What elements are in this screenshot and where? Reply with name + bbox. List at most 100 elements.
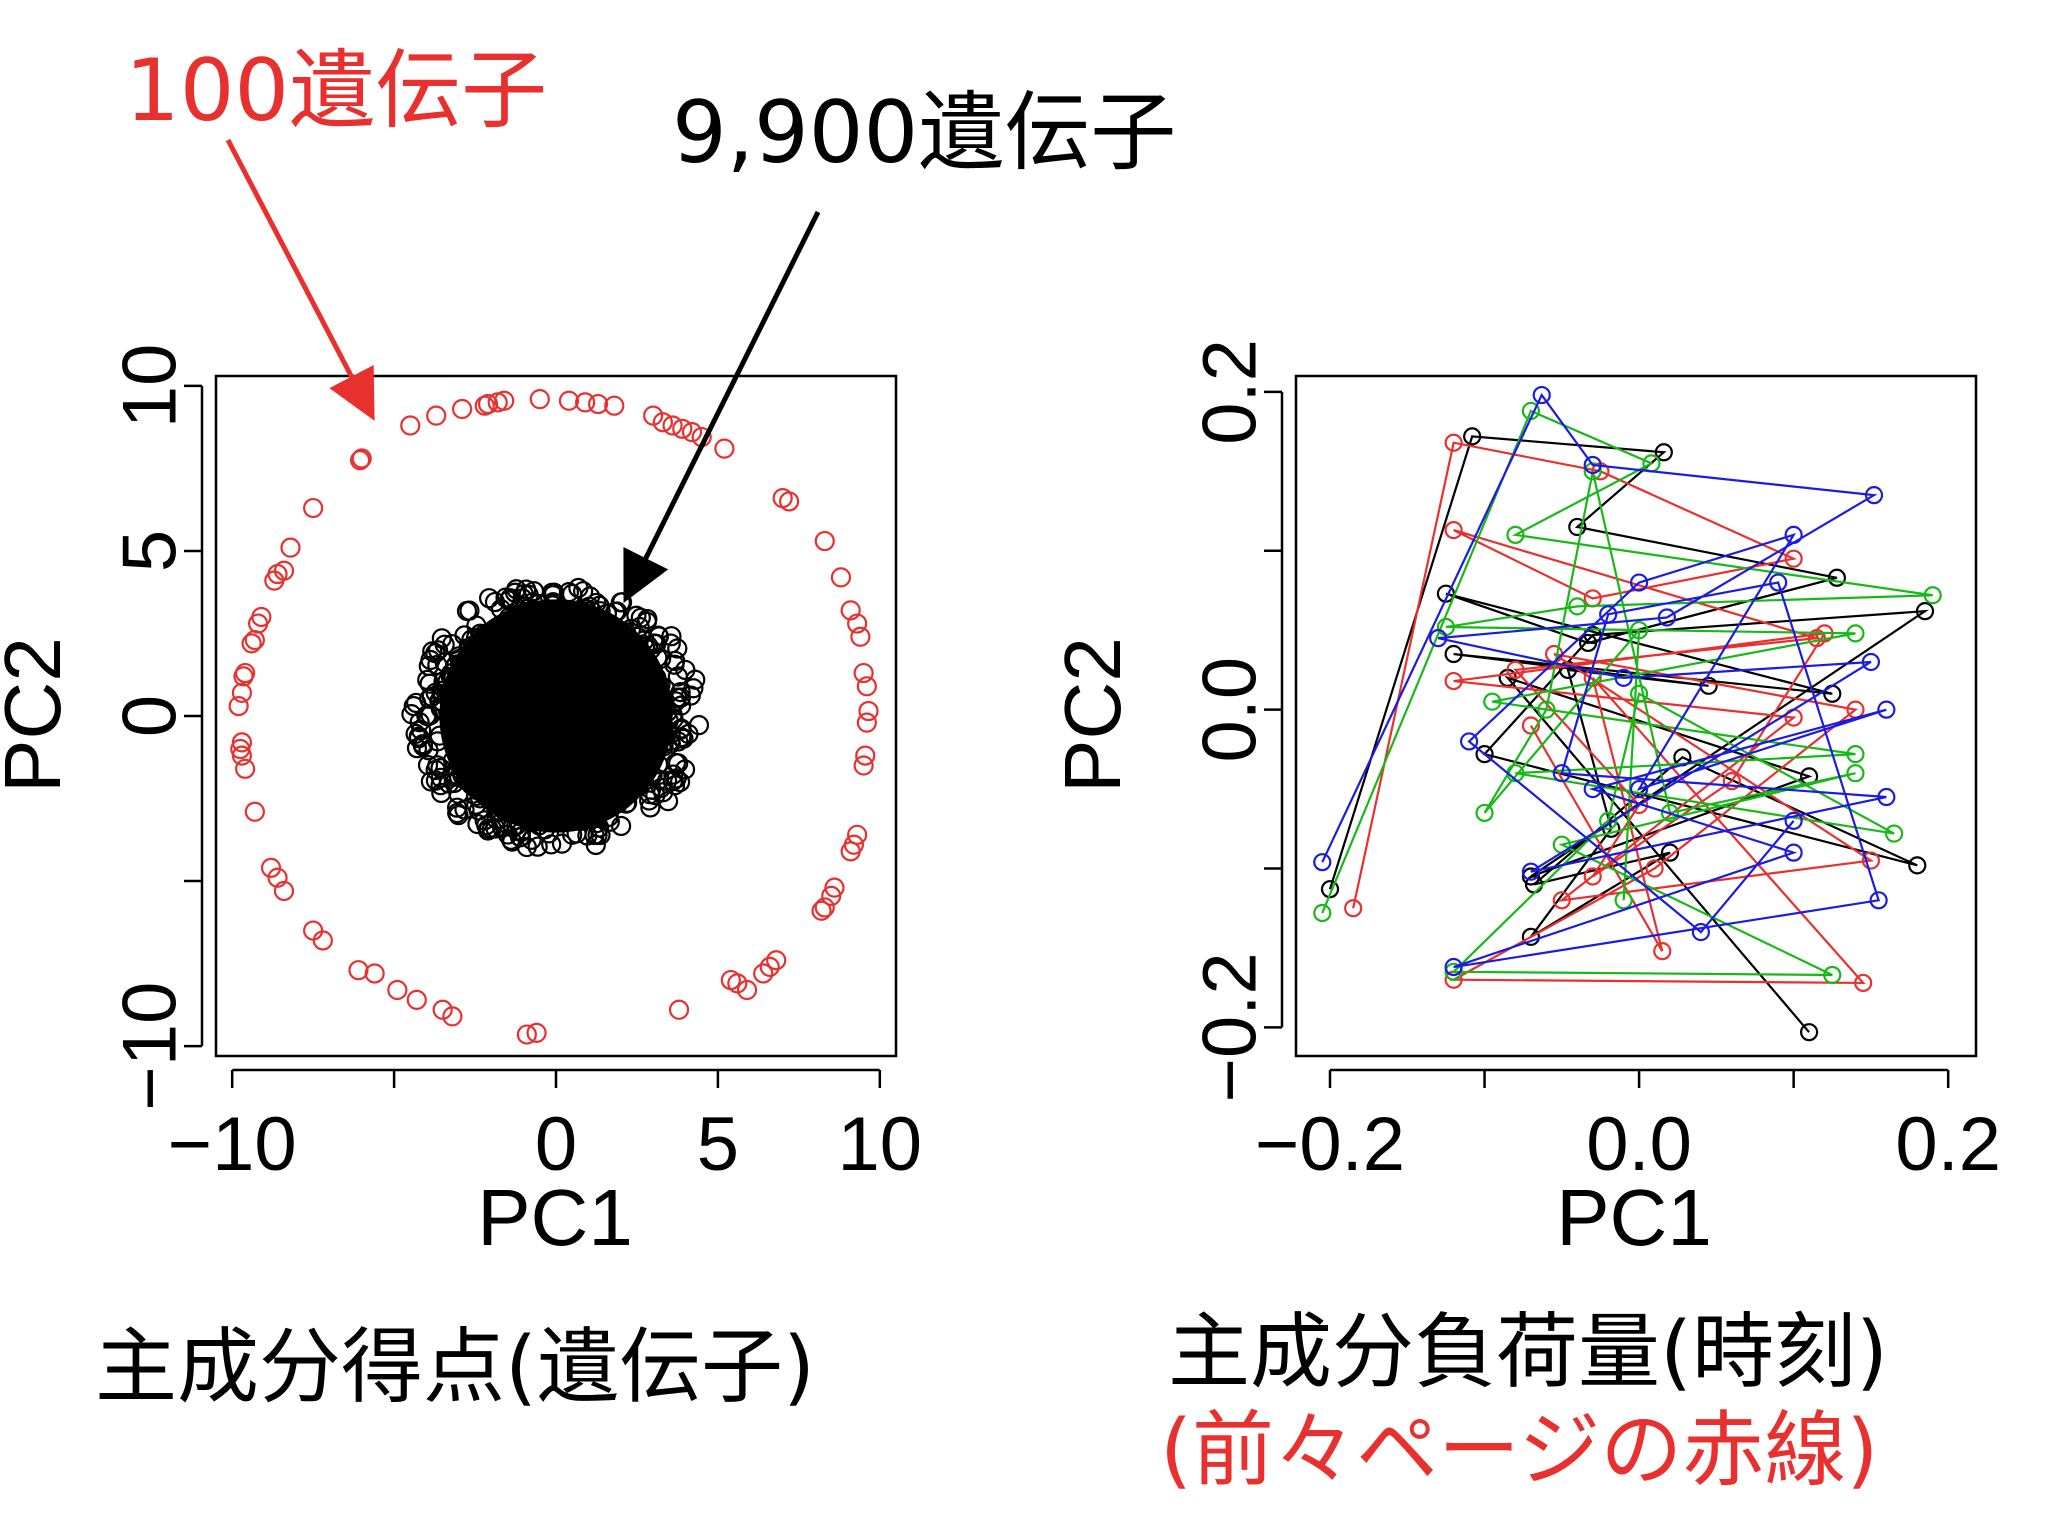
red-point (856, 712, 877, 733)
black-point (443, 667, 464, 688)
red-point (668, 999, 690, 1020)
black-point (598, 806, 619, 827)
black-point (651, 648, 672, 669)
green-series-point (1629, 621, 1649, 640)
black-series-point (1475, 745, 1494, 764)
blue-series-point (1629, 573, 1649, 592)
black-series-point (1827, 568, 1847, 587)
red-point (672, 418, 693, 439)
green-series-point (1660, 803, 1680, 823)
red-genes-label: 100遺伝子 (125, 41, 547, 141)
black-point (667, 666, 688, 687)
blue-series-point (1459, 732, 1479, 751)
red-point (714, 438, 735, 459)
green-series-point (1537, 700, 1556, 719)
left-black-cluster (401, 577, 710, 858)
red-point (349, 450, 371, 471)
black-series-point (1660, 843, 1680, 862)
red-point (303, 497, 324, 519)
red-series-point (1506, 660, 1525, 680)
black-point (434, 652, 455, 673)
black-point (541, 834, 562, 855)
black-point (576, 803, 597, 825)
red-point (235, 758, 256, 779)
black-point (479, 588, 500, 609)
red-point (853, 662, 874, 684)
left-axes: −10 0 5 10 −10 0 5 10 (108, 344, 923, 1187)
red-point (406, 989, 427, 1010)
red-point (303, 920, 324, 941)
red-point (759, 956, 780, 977)
red-series-line (1352, 441, 1875, 985)
black-series-point (1568, 517, 1587, 537)
right-subcaption: (前々ページの赤線) (1160, 1403, 1878, 1498)
green-series-point (1444, 962, 1463, 981)
red-point (348, 960, 369, 981)
blue-series-point (1629, 779, 1649, 799)
black-point (616, 622, 637, 643)
right-y-axis-label: PC2 (1048, 637, 1137, 793)
red-point (830, 567, 852, 588)
red-point (251, 606, 272, 628)
red-point (766, 950, 787, 971)
black-point (639, 790, 660, 811)
green-series-point (1846, 745, 1865, 764)
black-point (535, 789, 556, 810)
black-point (503, 616, 524, 637)
black-point (664, 775, 686, 796)
black-genes-label: 9,900遺伝子 (672, 83, 1176, 183)
black-point (650, 777, 672, 799)
black-point (501, 793, 523, 814)
right-caption: 主成分負荷量(時刻) (1168, 1305, 1888, 1400)
red-point (662, 415, 683, 436)
green-series-point (1599, 811, 1618, 830)
blue-series-point (1444, 957, 1463, 977)
blue-series-point (1864, 486, 1884, 505)
black-point (568, 577, 589, 599)
black-point (670, 682, 691, 703)
black-point (505, 784, 526, 805)
black-point (543, 592, 564, 613)
green-series-point (1614, 891, 1633, 910)
black-arrow (623, 210, 821, 603)
red-point (516, 1024, 537, 1045)
left-caption: 主成分得点(遺伝子) (95, 1320, 815, 1415)
red-point (847, 613, 868, 634)
black-point (409, 712, 430, 733)
cluster-core (439, 599, 673, 833)
blue-series-line (1321, 392, 1887, 969)
black-series-point (1463, 427, 1482, 446)
black-point (667, 638, 688, 659)
black-point (405, 723, 426, 744)
green-series-point (1483, 692, 1502, 711)
black-point (454, 799, 475, 820)
black-point (497, 824, 518, 845)
red-point (720, 969, 741, 991)
black-point (575, 598, 596, 619)
black-point (470, 755, 491, 776)
black-point (486, 809, 507, 830)
black-point (474, 623, 495, 645)
red-arrow (225, 138, 375, 421)
red-point (387, 979, 408, 1001)
black-point (663, 764, 684, 785)
red-point (312, 930, 333, 951)
black-point (645, 785, 666, 806)
red-point (814, 530, 835, 552)
red-point (231, 732, 253, 753)
red-point (811, 900, 832, 921)
right-chart: −0.2 0.0 0.2 −0.2 0.0 0.2 PC1 PC2 (1048, 339, 2001, 1262)
red-point (364, 963, 385, 984)
black-point (573, 801, 594, 822)
red-point (432, 999, 453, 1020)
black-point (467, 779, 488, 801)
black-point (662, 771, 683, 792)
y-tick-label: 10 (108, 344, 193, 429)
green-series-point (1568, 597, 1587, 616)
black-point (444, 735, 466, 756)
blue-series-point (1877, 700, 1896, 719)
black-point (577, 806, 599, 827)
red-point (273, 560, 295, 581)
red-point (587, 393, 609, 415)
red-series-point (1854, 973, 1873, 993)
